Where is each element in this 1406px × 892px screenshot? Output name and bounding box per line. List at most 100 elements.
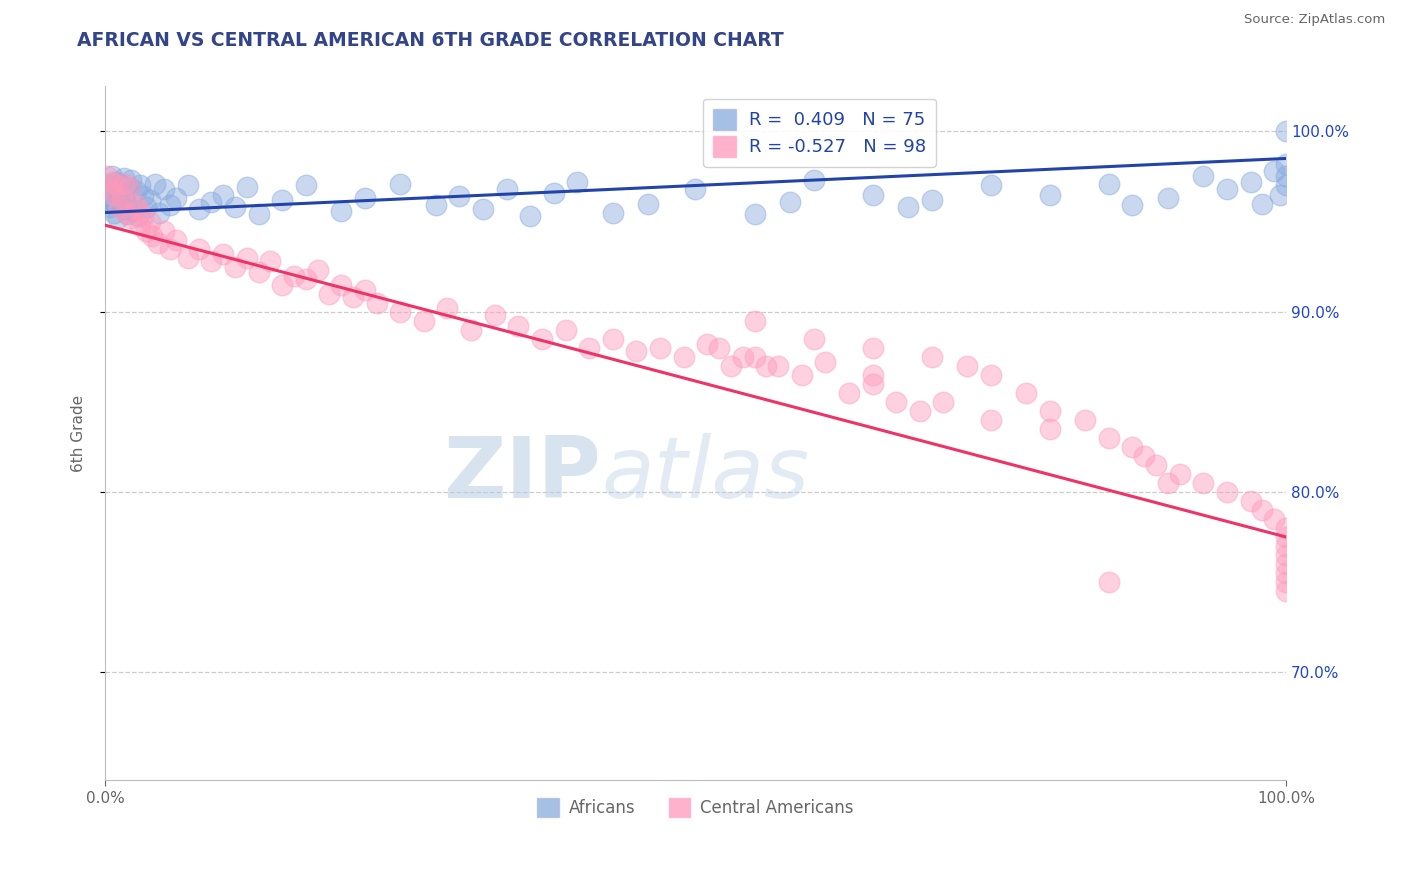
Point [1098, 177, 1121, 191]
Point [235, 180, 257, 194]
Point [1275, 178, 1298, 193]
Point [436, 301, 458, 315]
Point [146, 236, 169, 251]
Point [330, 203, 353, 218]
Point [1275, 124, 1298, 138]
Point [460, 323, 482, 337]
Point [862, 187, 884, 202]
Point [790, 368, 813, 382]
Point [117, 207, 139, 221]
Point [224, 200, 246, 214]
Point [1275, 157, 1298, 171]
Point [1074, 413, 1097, 427]
Point [648, 341, 671, 355]
Point [637, 196, 659, 211]
Point [132, 209, 155, 223]
Point [1039, 404, 1062, 418]
Point [626, 344, 648, 359]
Point [897, 200, 920, 214]
Point [294, 272, 316, 286]
Point [139, 214, 162, 228]
Point [122, 203, 145, 218]
Point [259, 254, 281, 268]
Point [1157, 191, 1180, 205]
Point [1275, 539, 1298, 553]
Point [1275, 521, 1298, 535]
Point [1121, 198, 1143, 212]
Point [165, 233, 187, 247]
Point [1268, 187, 1291, 202]
Y-axis label: 6th Grade: 6th Grade [72, 395, 86, 472]
Point [530, 332, 553, 346]
Text: AFRICAN VS CENTRAL AMERICAN 6TH GRADE CORRELATION CHART: AFRICAN VS CENTRAL AMERICAN 6TH GRADE CO… [77, 31, 785, 50]
Point [1157, 475, 1180, 490]
Point [519, 209, 541, 223]
Point [353, 191, 375, 205]
Point [1168, 467, 1191, 481]
Point [1039, 422, 1062, 436]
Point [1039, 187, 1062, 202]
Point [956, 359, 979, 373]
Text: atlas: atlas [600, 434, 808, 516]
Point [129, 178, 152, 193]
Point [1275, 530, 1298, 544]
Point [731, 350, 754, 364]
Point [283, 268, 305, 283]
Point [153, 223, 176, 237]
Point [921, 193, 943, 207]
Point [980, 368, 1002, 382]
Point [124, 196, 146, 211]
Point [449, 189, 471, 203]
Legend: Africans, Central Americans: Africans, Central Americans [530, 791, 860, 824]
Point [100, 193, 122, 207]
Point [115, 205, 138, 219]
Point [104, 175, 127, 189]
Point [188, 242, 211, 256]
Point [707, 341, 730, 355]
Point [139, 193, 162, 207]
Point [1275, 557, 1298, 571]
Point [101, 169, 124, 184]
Point [112, 177, 135, 191]
Point [135, 200, 157, 214]
Point [1015, 385, 1038, 400]
Point [117, 180, 139, 194]
Point [97, 178, 120, 193]
Point [141, 229, 163, 244]
Point [103, 196, 125, 211]
Point [685, 182, 707, 196]
Point [148, 205, 170, 219]
Point [389, 177, 412, 191]
Point [212, 187, 235, 202]
Point [1275, 548, 1298, 562]
Point [247, 207, 270, 221]
Point [271, 193, 294, 207]
Point [1192, 169, 1215, 184]
Point [1251, 503, 1274, 517]
Point [330, 277, 353, 292]
Point [120, 173, 142, 187]
Point [602, 332, 624, 346]
Point [803, 173, 825, 187]
Point [508, 319, 530, 334]
Point [862, 341, 884, 355]
Text: Source: ZipAtlas.com: Source: ZipAtlas.com [1244, 13, 1385, 27]
Point [1144, 458, 1167, 472]
Point [932, 394, 955, 409]
Point [176, 178, 198, 193]
Point [188, 202, 211, 216]
Point [342, 290, 364, 304]
Point [127, 209, 149, 223]
Point [235, 251, 257, 265]
Point [495, 182, 517, 196]
Point [143, 177, 166, 191]
Point [1275, 575, 1298, 590]
Point [838, 385, 860, 400]
Point [132, 189, 155, 203]
Point [1216, 484, 1239, 499]
Point [1275, 584, 1298, 599]
Point [200, 194, 222, 209]
Point [1275, 566, 1298, 580]
Point [980, 178, 1002, 193]
Point [543, 186, 565, 200]
